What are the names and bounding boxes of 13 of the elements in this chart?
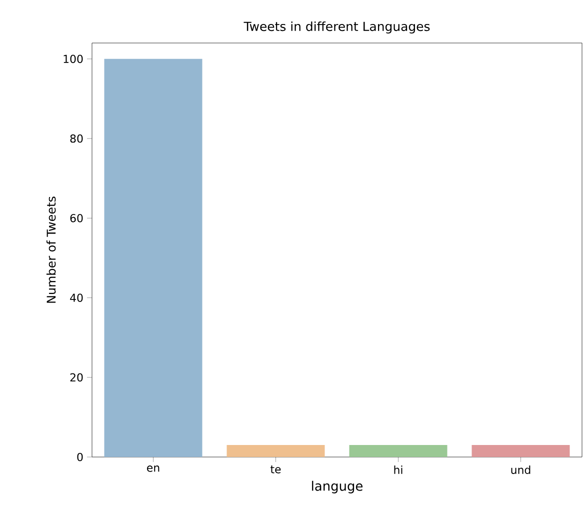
x-tick-label: te — [270, 466, 281, 474]
y-tick-label: 0 — [77, 452, 83, 462]
chart-title: Tweets in different Languages — [244, 21, 430, 34]
x-tick-label: en — [147, 466, 160, 472]
y-tick-label: 80 — [70, 134, 83, 143]
y-axis-title: Number of Tweets — [46, 196, 56, 303]
x-tick-label: hi — [394, 466, 402, 474]
y-tick-label: 40 — [70, 294, 83, 302]
x-axis-title: languge — [312, 480, 363, 494]
x-tick-label: und — [511, 466, 530, 474]
y-tick-label: 60 — [70, 214, 83, 222]
y-tick-label: 100 — [64, 54, 83, 64]
y-tick-label: 20 — [70, 373, 83, 382]
